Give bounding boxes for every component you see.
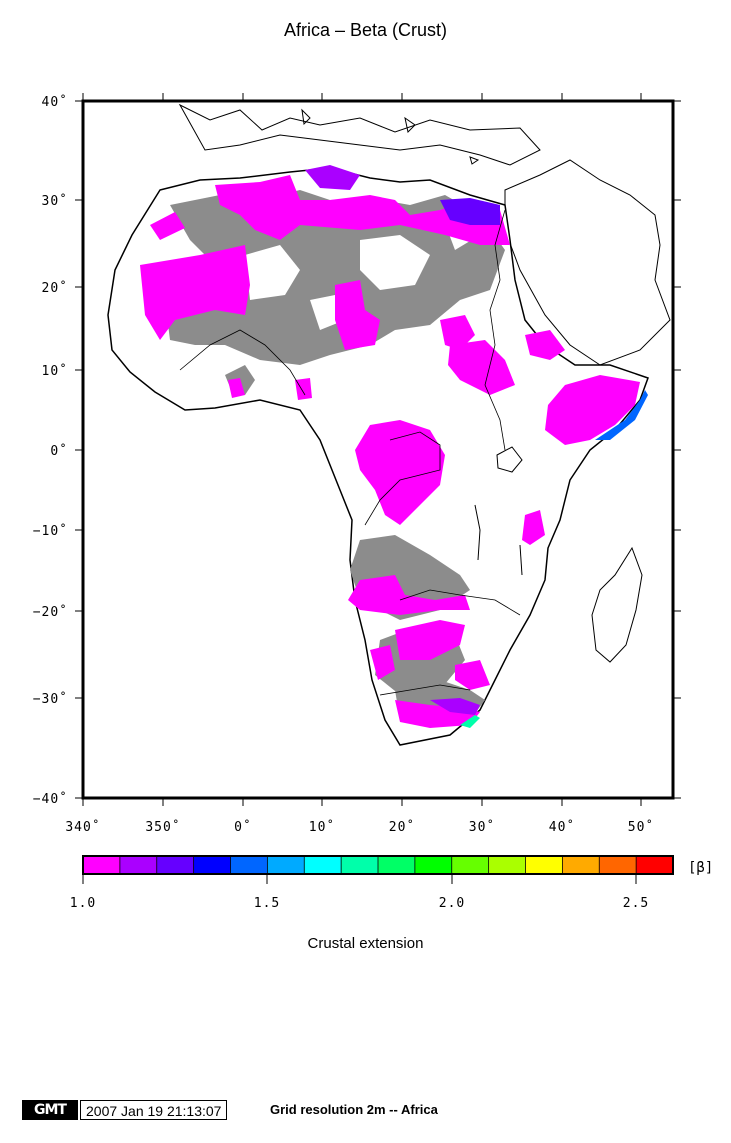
river-nile [484, 209, 506, 451]
colorbar-swatch [119, 856, 158, 874]
beta-area-tunisia-violet [305, 165, 360, 190]
beta-area-botswana [395, 620, 465, 660]
gmt-logo: GMT [22, 1100, 78, 1120]
europe-coastline [178, 103, 541, 166]
beta-area-kalahari [370, 645, 395, 680]
beta-area-ethiopia [525, 330, 565, 360]
extension-beta-areas [140, 165, 648, 728]
lat-label: 10˚ [42, 363, 68, 379]
lon-ticks [82, 93, 642, 806]
lat-label: 20˚ [42, 280, 68, 296]
lon-label: 340˚ [65, 819, 100, 835]
lon-label: 30˚ [469, 819, 495, 835]
lakes [474, 446, 523, 576]
river-zambezi [399, 589, 521, 616]
lon-label: 10˚ [309, 819, 335, 835]
rivers [179, 209, 521, 696]
beta-area-somalia [545, 375, 640, 445]
beta-area-sudan [440, 315, 475, 350]
colorbar-tick-label: 2.5 [622, 896, 650, 911]
colorbar-swatch [83, 856, 121, 874]
beta-area-north-atlas [215, 175, 510, 245]
lake-victoria [496, 446, 523, 473]
colorbar-swatch [267, 856, 305, 874]
beta-area-libya-blue [440, 198, 500, 225]
colorbar-swatch [599, 856, 637, 874]
madagascar-coastline [591, 546, 643, 663]
lat-label: −10˚ [33, 523, 68, 539]
river-niger [179, 329, 306, 396]
timestamp: 2007 Jan 19 21:13:07 [80, 1100, 228, 1120]
map-area [75, 93, 681, 806]
grid-resolution-note: Grid resolution 2m -- Africa [270, 1102, 438, 1117]
lon-label: 20˚ [389, 819, 415, 835]
beta-area-west-sahara [140, 245, 250, 340]
colorbar-swatch [562, 856, 600, 874]
beta-area-morocco [150, 212, 185, 240]
lake-malawi [519, 544, 523, 576]
colorbar-swatch [525, 856, 563, 874]
colorbar-ticks [82, 874, 637, 884]
beta-area-cape [395, 700, 480, 728]
lat-label: 40˚ [42, 94, 68, 110]
beta-area-somalia-blue [595, 390, 648, 440]
beta-area-gulf-guinea [228, 378, 245, 398]
beta-area-east-sudan [448, 340, 515, 395]
lake-tanganyika [474, 504, 481, 561]
beta-area-cape-violet [430, 698, 480, 715]
colorbar-swatch [193, 856, 232, 874]
colorbar-swatch [451, 856, 490, 874]
colorbar-label: Crustal extension [307, 935, 424, 952]
lat-label: 30˚ [42, 193, 68, 209]
colorbar [83, 856, 674, 874]
colorbar-tick-label: 1.0 [69, 896, 97, 911]
lat-ticks [75, 100, 681, 799]
white-gap-1 [245, 245, 300, 300]
colorbar-swatch [304, 856, 342, 874]
colorbar-swatch [156, 856, 195, 874]
beta-area-tanzania [522, 510, 545, 545]
beta-area-chad [335, 280, 380, 350]
beta-area-angola [348, 575, 470, 615]
colorbar-swatch [636, 856, 674, 874]
mediterranean-islands [301, 108, 480, 165]
lat-label: −20˚ [33, 604, 68, 620]
lon-label: 0˚ [234, 819, 252, 835]
lon-labels: 340˚ 350˚ 0˚ 10˚ 20˚ 30˚ 40˚ 50˚ [65, 819, 654, 835]
colorbar-unit: [β] [688, 860, 714, 876]
colorbar-tick-label: 1.5 [253, 896, 281, 911]
lon-label: 50˚ [628, 819, 654, 835]
colorbar-frame [82, 855, 674, 875]
beta-area-nigeria [295, 378, 312, 400]
beta-area-congo [355, 420, 445, 525]
arabia-coastline [504, 159, 671, 366]
lon-label: 350˚ [145, 819, 180, 835]
lat-label: 0˚ [50, 443, 68, 459]
lon-label: 40˚ [549, 819, 575, 835]
lat-labels: 40˚ 30˚ 20˚ 10˚ 0˚ −10˚ −20˚ −30˚ −40˚ [33, 94, 68, 807]
colorbar-swatch [230, 856, 268, 874]
river-orange [379, 684, 471, 696]
colorbar-swatch [414, 856, 453, 874]
colorbar-swatch [488, 856, 527, 874]
lat-label: −40˚ [33, 791, 68, 807]
white-gap-2 [360, 235, 430, 290]
colorbar-tick-label: 2.0 [438, 896, 466, 911]
river-congo [364, 431, 441, 526]
beta-area-south-africa [455, 660, 490, 690]
beta-area-natal-green [460, 715, 480, 728]
surrounding-landmasses [178, 103, 671, 663]
lat-label: −30˚ [33, 691, 68, 707]
map-title: Africa – Beta (Crust) [283, 20, 448, 40]
colorbar-swatch [341, 856, 379, 874]
colorbar-swatch [378, 856, 416, 874]
gray-region-sahara [165, 190, 505, 365]
